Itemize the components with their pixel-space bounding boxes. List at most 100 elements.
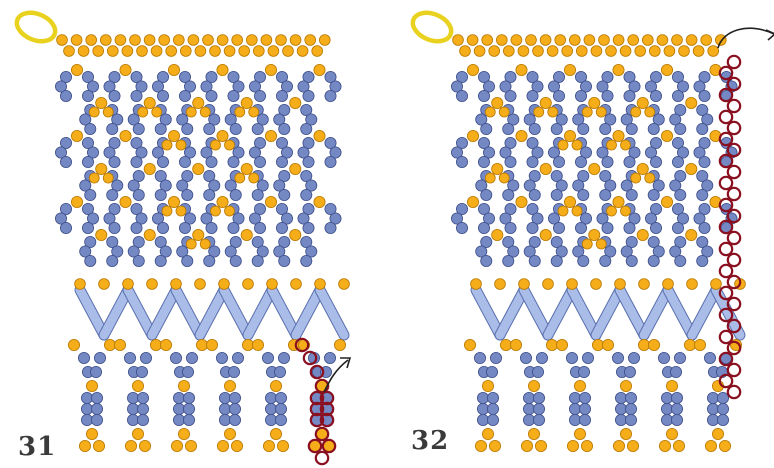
- blue-seed-bead: [273, 113, 286, 126]
- gold-seed-bead: [620, 205, 631, 217]
- blue-seed-bead: [671, 413, 684, 426]
- blue-seed-bead: [450, 80, 463, 93]
- gold-seed-bead: [566, 278, 578, 290]
- highlighted-thread-path: [726, 340, 742, 356]
- blue-seed-bead: [103, 212, 116, 225]
- gold-seed-bead: [705, 439, 718, 452]
- gold-seed-bead: [234, 172, 246, 184]
- blue-seed-bead: [455, 155, 468, 168]
- gold-seed-bead: [151, 106, 163, 118]
- gold-seed-bead: [223, 427, 236, 440]
- blue-seed-bead: [302, 136, 315, 149]
- gold-seed-bead: [71, 129, 84, 142]
- blue-seed-bead: [620, 245, 633, 258]
- blue-seed-bead: [324, 90, 337, 103]
- blue-seed-bead: [278, 254, 291, 267]
- blue-seed-bead: [79, 113, 92, 126]
- blue-seed-bead: [127, 402, 140, 415]
- blue-seed-bead: [124, 351, 137, 364]
- highlighted-thread-path: [718, 351, 734, 367]
- highlighted-thread-path: [302, 350, 318, 366]
- blue-seed-bead: [60, 221, 73, 234]
- blue-seed-bead: [82, 221, 95, 234]
- gold-seed-bead: [481, 34, 494, 46]
- blue-seed-bead: [604, 245, 617, 258]
- blue-seed-bead: [215, 351, 228, 364]
- gold-seed-bead: [167, 64, 180, 77]
- blue-seed-bead: [550, 123, 563, 136]
- blue-seed-bead: [701, 245, 714, 258]
- blue-seed-bead: [528, 169, 541, 182]
- blue-seed-bead: [707, 391, 720, 404]
- gold-seed-bead: [557, 139, 569, 151]
- gold-seed-bead: [528, 379, 541, 392]
- blue-seed-bead: [275, 202, 288, 215]
- blue-seed-bead: [203, 123, 216, 136]
- blue-seed-bead: [111, 245, 124, 258]
- blue-seed-bead: [480, 254, 493, 267]
- blue-seed-bead: [253, 202, 266, 215]
- blue-seed-bead: [87, 80, 100, 93]
- blue-seed-bead: [577, 169, 590, 182]
- blue-seed-bead: [480, 123, 493, 136]
- blue-seed-bead: [526, 202, 539, 215]
- blue-seed-bead: [156, 71, 169, 84]
- highlighted-thread-path: [726, 384, 742, 400]
- blue-seed-bead: [323, 351, 336, 364]
- gold-seed-bead: [313, 64, 326, 77]
- blue-seed-bead: [130, 221, 143, 234]
- blue-seed-bead: [208, 113, 221, 126]
- blue-seed-bead: [647, 123, 660, 136]
- gold-seed-bead: [296, 45, 309, 57]
- blue-seed-bead: [264, 402, 277, 415]
- blue-seed-bead: [203, 169, 216, 182]
- bugle-bead: [195, 285, 229, 340]
- gold-seed-bead: [595, 238, 607, 250]
- blue-seed-bead: [87, 212, 100, 225]
- gold-seed-bead: [707, 45, 719, 57]
- blue-seed-bead: [127, 245, 140, 258]
- blue-seed-bead: [205, 90, 218, 103]
- gold-seed-bead: [671, 34, 683, 46]
- highlighted-thread-path: [726, 120, 742, 136]
- blue-seed-bead: [601, 221, 614, 234]
- gold-seed-bead: [684, 338, 697, 351]
- gold-seed-bead: [104, 338, 117, 351]
- gold-seed-bead: [539, 97, 552, 110]
- gold-seed-bead: [119, 64, 132, 77]
- gold-seed-bead: [92, 45, 104, 57]
- bugle-bead: [495, 285, 529, 340]
- blue-seed-bead: [526, 155, 539, 168]
- gold-seed-bead: [588, 162, 601, 175]
- gold-seed-bead: [165, 45, 178, 57]
- bugle-bead: [615, 285, 649, 340]
- blue-seed-bead: [151, 212, 164, 225]
- blue-seed-bead: [652, 245, 665, 258]
- blue-seed-bead: [183, 146, 196, 159]
- blue-seed-bead: [533, 413, 546, 426]
- gold-seed-bead: [269, 379, 282, 392]
- gold-seed-bead: [554, 34, 566, 46]
- blue-seed-bead: [256, 179, 269, 192]
- gold-seed-bead: [532, 45, 544, 57]
- blue-seed-bead: [520, 351, 533, 364]
- gold-seed-bead: [517, 45, 530, 57]
- gold-seed-bead: [240, 97, 253, 110]
- gold-seed-bead: [666, 379, 679, 392]
- blue-seed-bead: [228, 413, 241, 426]
- gold-seed-bead: [95, 162, 108, 175]
- highlighted-thread-path: [718, 219, 734, 235]
- blue-seed-bead: [477, 202, 490, 215]
- blue-seed-bead: [106, 254, 119, 267]
- gold-seed-bead: [700, 34, 712, 46]
- gold-seed-bead: [289, 162, 302, 175]
- gold-seed-bead: [466, 34, 479, 46]
- blue-seed-bead: [176, 245, 189, 258]
- bugle-bead: [687, 285, 721, 340]
- blue-seed-bead: [672, 136, 685, 149]
- blue-seed-bead: [450, 212, 463, 225]
- gold-seed-bead: [275, 34, 287, 46]
- blue-seed-bead: [228, 402, 241, 415]
- gold-seed-bead: [641, 34, 654, 46]
- gold-seed-bead: [175, 205, 187, 217]
